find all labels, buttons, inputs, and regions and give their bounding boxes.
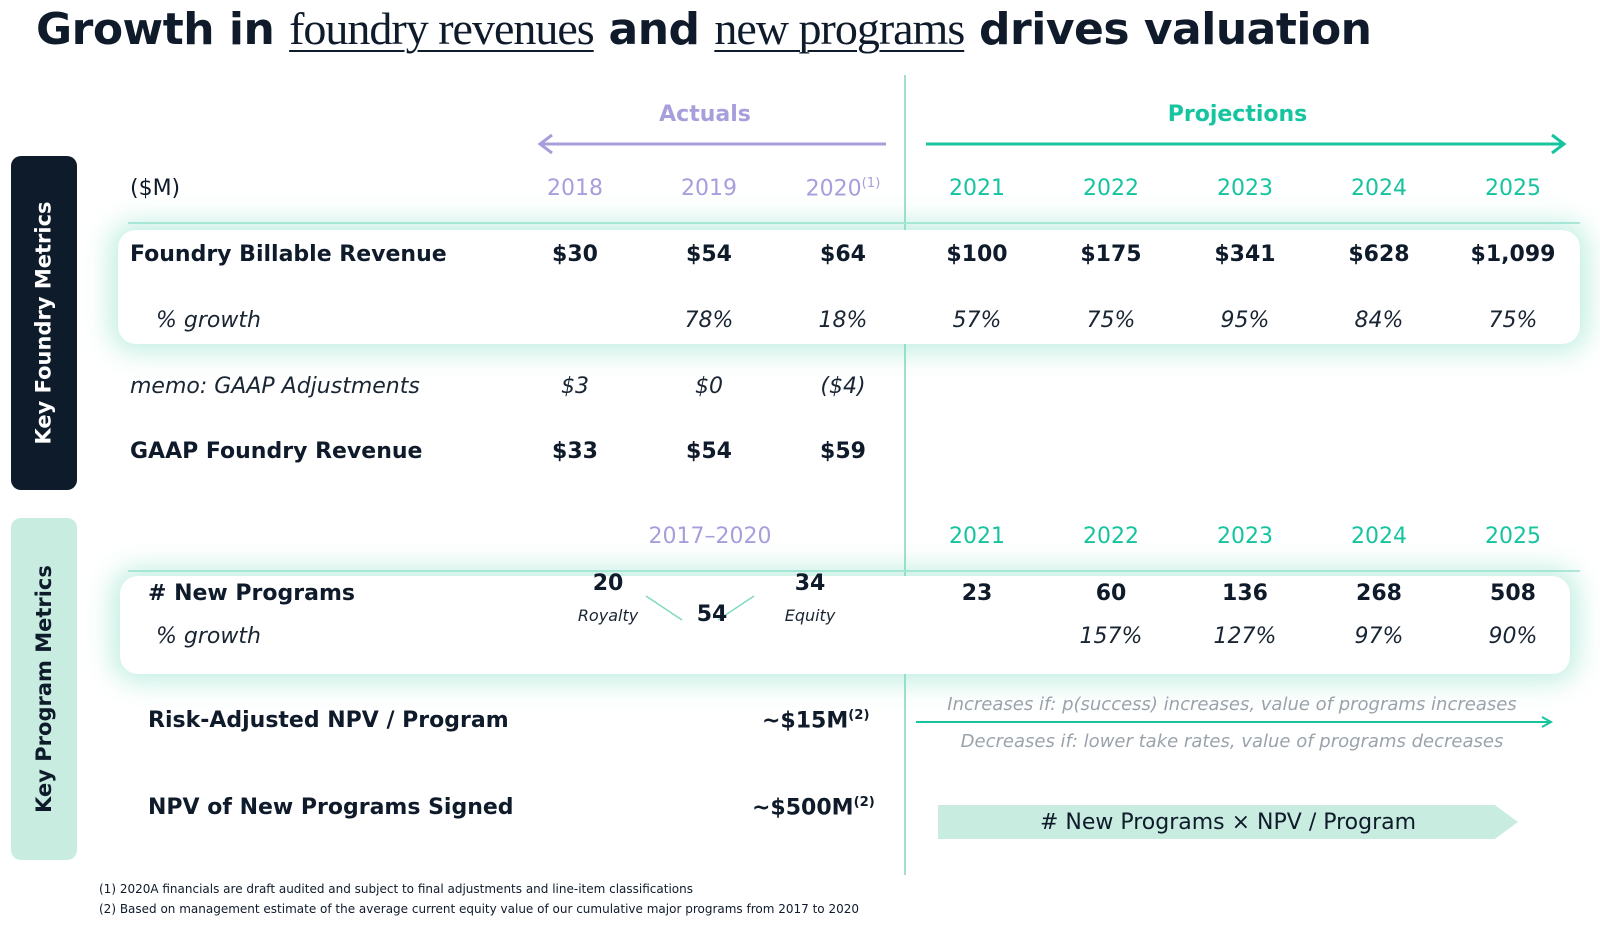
decrease-note: Decreases if: lower take rates, value of… [960, 731, 1504, 752]
total-programs-count: 54 [696, 602, 728, 627]
royalty-label: Royalty [577, 606, 639, 625]
new-programs-2025: 508 [1490, 581, 1536, 606]
year-2022: 2022 [1083, 176, 1139, 201]
program-year-2022: 2022 [1083, 524, 1139, 549]
npv-formula-banner: # New Programs × NPV / Program [938, 805, 1518, 839]
npv-sensitivity-arrow-icon [916, 716, 1554, 728]
title-new-programs: new programs [714, 3, 965, 54]
gaap-adjustment-2019: $0 [695, 374, 723, 399]
year-2018: 2018 [547, 176, 603, 201]
header-divider [128, 222, 1580, 224]
program-year-2025: 2025 [1485, 524, 1541, 549]
year-2025: 2025 [1485, 176, 1541, 201]
programs-growth-2025: 90% [1488, 624, 1538, 649]
billable-revenue-2024: $628 [1348, 242, 1410, 267]
foundry-growth-2022: 75% [1086, 308, 1136, 333]
footnote-1: (1) 2020A financials are draft audited a… [99, 882, 693, 896]
foundry-billable-revenue-label: Foundry Billable Revenue [130, 242, 447, 267]
risk-adjusted-npv-value: ~$15M(2) [762, 708, 869, 733]
foundry-growth-2023: 95% [1220, 308, 1270, 333]
year-2023: 2023 [1217, 176, 1273, 201]
title-part-3: and [593, 4, 715, 55]
projections-label: Projections [1167, 102, 1308, 127]
program-actual-range: 2017–2020 [648, 524, 772, 549]
programs-growth-label: % growth [156, 624, 261, 649]
npv-new-programs-signed-label: NPV of New Programs Signed [148, 795, 514, 820]
program-year-2023: 2023 [1217, 524, 1273, 549]
year-2019: 2019 [681, 176, 737, 201]
year-2024: 2024 [1351, 176, 1407, 201]
programs-growth-2022: 157% [1079, 624, 1143, 649]
gaap-revenue-2018: $33 [552, 439, 598, 464]
program-year-2021: 2021 [949, 524, 1005, 549]
year-2020-label: 2020 [805, 176, 862, 202]
new-programs-2023: 136 [1222, 581, 1268, 606]
new-programs-2021: 23 [961, 581, 993, 606]
billable-revenue-2018: $30 [552, 242, 598, 267]
royalty-count: 20 [592, 571, 624, 596]
foundry-growth-2019: 78% [684, 308, 734, 333]
billable-revenue-2025: $1,099 [1470, 242, 1556, 267]
gaap-foundry-revenue-label: GAAP Foundry Revenue [130, 439, 423, 464]
program-split-connector-icon [645, 595, 755, 621]
foundry-growth-2021: 57% [952, 308, 1002, 333]
actuals-label: Actuals [659, 102, 751, 127]
unit-label: ($M) [130, 176, 181, 201]
billable-revenue-2020: $64 [820, 242, 866, 267]
foundry-growth-2024: 84% [1354, 308, 1404, 333]
title-part-5: drives valuation [964, 4, 1372, 55]
key-foundry-metrics-label: Key Foundry Metrics [32, 201, 57, 445]
program-header-divider [128, 570, 1580, 572]
new-programs-label: # New Programs [148, 581, 355, 606]
billable-revenue-2022: $175 [1080, 242, 1142, 267]
gaap-adjustments-label: memo: GAAP Adjustments [130, 374, 420, 399]
programs-growth-2023: 127% [1213, 624, 1277, 649]
programs-growth-2024: 97% [1354, 624, 1404, 649]
foundry-growth-2025: 75% [1488, 308, 1538, 333]
title-part-1: Growth in [36, 4, 290, 55]
program-year-2024: 2024 [1351, 524, 1407, 549]
title-foundry-revenues: foundry revenues [289, 3, 595, 54]
key-foundry-metrics-tab: Key Foundry Metrics [11, 156, 77, 490]
increase-note: Increases if: p(success) increases, valu… [947, 694, 1517, 715]
new-programs-band [120, 576, 1570, 674]
footnote-ref-1: (1) [861, 176, 881, 191]
page-title: Growth in foundry revenues and new progr… [36, 2, 1372, 55]
projections-arrow-icon [926, 133, 1567, 155]
new-programs-2022: 60 [1095, 581, 1127, 606]
footnote-ref-2b: (2) [853, 795, 875, 810]
gaap-revenue-2020: $59 [820, 439, 866, 464]
npv-value-text: ~$15M [762, 708, 849, 734]
foundry-revenue-band [118, 230, 1580, 344]
npv-formula-text: # New Programs × NPV / Program [1039, 809, 1417, 835]
foundry-growth-label: % growth [156, 308, 261, 333]
year-2020: 2020(1) [793, 176, 893, 201]
footnote-ref-2: (2) [848, 708, 870, 723]
foundry-growth-2020: 18% [818, 308, 868, 333]
equity-count: 34 [794, 571, 826, 596]
gaap-revenue-2019: $54 [686, 439, 732, 464]
footnote-2: (2) Based on management estimate of the … [99, 902, 859, 916]
equity-label: Equity [784, 606, 836, 625]
billable-revenue-2023: $341 [1214, 242, 1276, 267]
key-program-metrics-tab: Key Program Metrics [11, 518, 77, 860]
key-program-metrics-label: Key Program Metrics [32, 565, 57, 813]
gaap-adjustment-2018: $3 [561, 374, 589, 399]
risk-adjusted-npv-label: Risk-Adjusted NPV / Program [148, 708, 509, 733]
signed-value-text: ~$500M [752, 795, 854, 821]
gaap-adjustment-2020: ($4) [820, 374, 866, 399]
billable-revenue-2021: $100 [946, 242, 1008, 267]
npv-new-programs-signed-value: ~$500M(2) [752, 795, 875, 820]
actuals-projections-divider [904, 75, 906, 875]
year-2021: 2021 [949, 176, 1005, 201]
billable-revenue-2019: $54 [686, 242, 732, 267]
actuals-arrow-icon [537, 133, 886, 155]
new-programs-2024: 268 [1356, 581, 1402, 606]
